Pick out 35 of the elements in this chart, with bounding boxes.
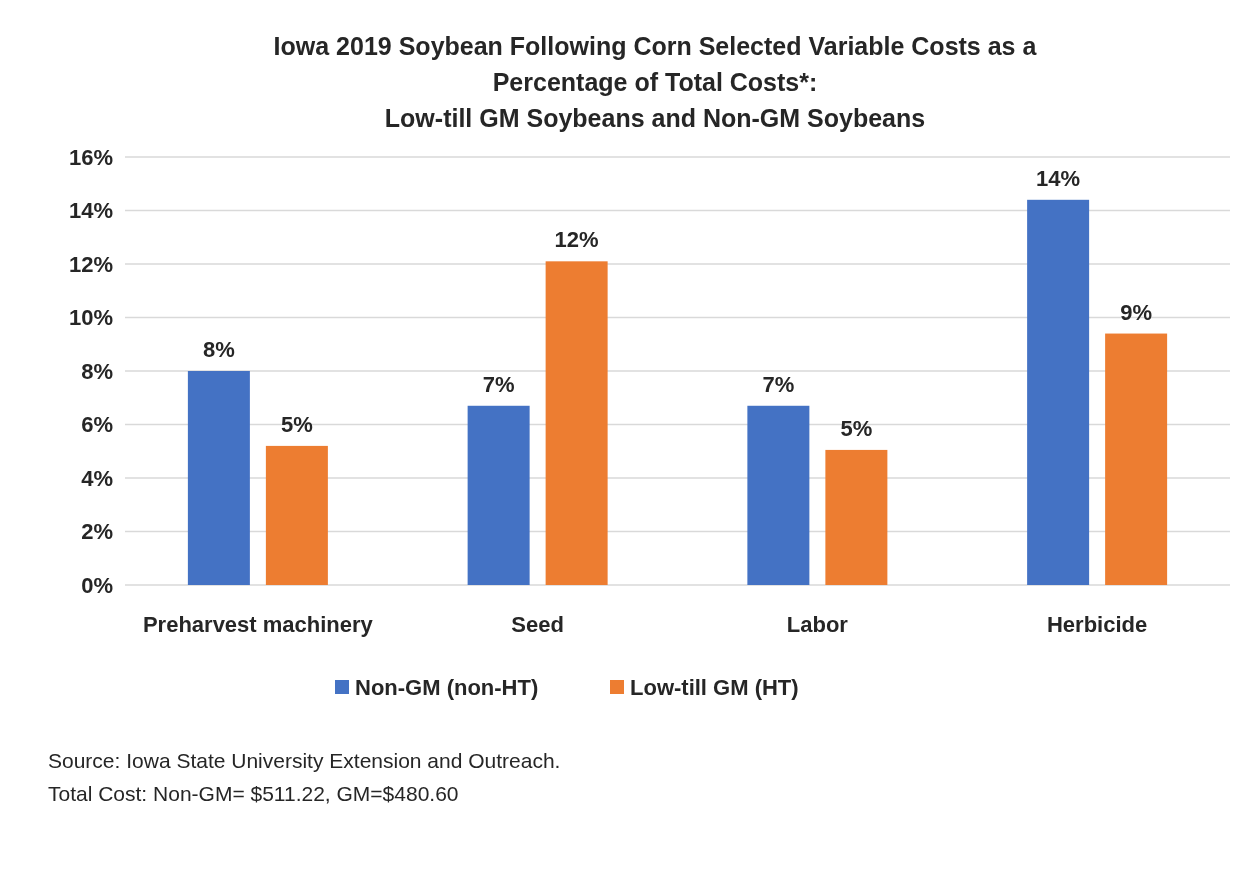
legend-label: Low-till GM (HT) — [630, 674, 799, 700]
data-label: 5% — [280, 411, 313, 437]
x-tick-label: Herbicide — [1046, 612, 1148, 637]
x-tick-label: Seed — [511, 612, 564, 637]
data-label: 5% — [840, 415, 873, 441]
y-tick-label: 6% — [81, 412, 113, 438]
y-tick-label: 16% — [68, 144, 113, 170]
bar — [545, 261, 608, 585]
bar — [467, 405, 530, 585]
bar — [265, 445, 328, 585]
y-tick-label: 14% — [68, 198, 113, 224]
data-label: 14% — [1036, 165, 1081, 191]
chart-title: Iowa 2019 Soybean Following Corn Selected Variable Costs as a Percentage of Total Costs*: — [273, 32, 1038, 96]
x-tick-label: Labor — [786, 612, 849, 637]
data-label: 7% — [762, 371, 795, 397]
y-tick-label: 2% — [81, 519, 113, 545]
chart-subtitle: Low-till GM Soybeans and Non-GM Soybeans — [384, 104, 926, 132]
bar — [825, 449, 888, 585]
bar — [1027, 199, 1090, 585]
y-tick-label: 0% — [81, 572, 113, 598]
data-label: 9% — [1120, 299, 1153, 325]
y-tick-label: 10% — [68, 305, 113, 331]
y-tick-label: 4% — [81, 465, 113, 491]
data-label: 8% — [202, 337, 235, 362]
text: Total Cost: Non-GM= $511.22, GM=$480.60 — [48, 782, 459, 805]
bar — [747, 405, 810, 585]
x-tick-label: Preharvest machinery — [142, 612, 374, 637]
bar — [1105, 333, 1168, 585]
data-label: 12% — [554, 227, 599, 253]
bar — [187, 371, 250, 585]
data-label: 7% — [482, 371, 515, 397]
y-tick-label: 12% — [68, 251, 113, 277]
source-note: Source: Iowa State University Extension and Outreach. — [48, 749, 561, 772]
y-tick-label: 8% — [81, 358, 113, 384]
legend-label: Non-GM (non-HT) — [355, 674, 539, 700]
